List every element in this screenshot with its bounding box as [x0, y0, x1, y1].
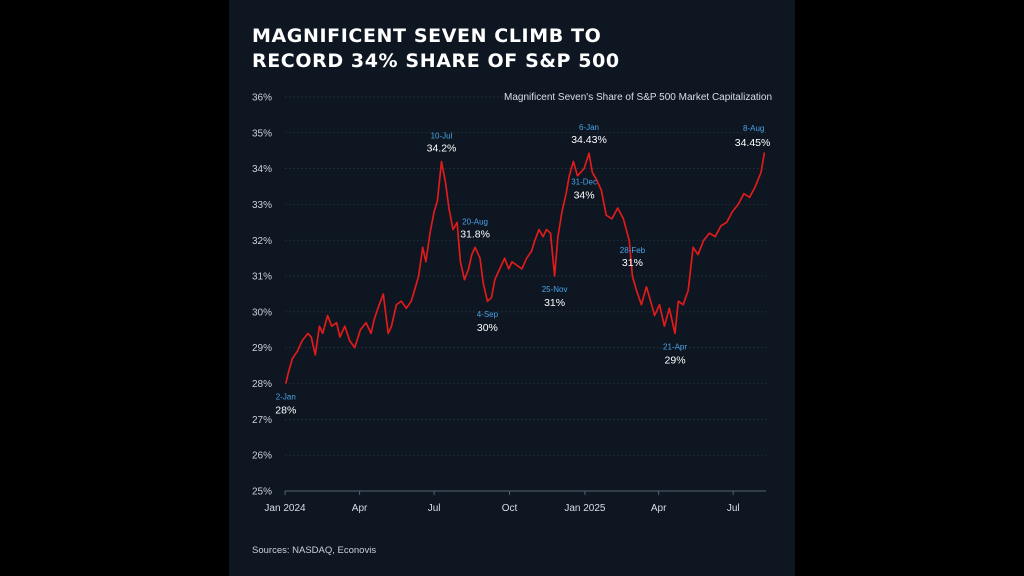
annotation-value: 34.43% — [571, 134, 607, 146]
annotation-date: 10-Jul — [431, 131, 453, 140]
annotation-value: 31% — [544, 297, 565, 309]
y-tick-label: 30% — [252, 307, 272, 318]
y-tick-label: 34% — [252, 164, 272, 175]
annotation-date: 31-Dec — [571, 178, 597, 187]
y-tick-label: 26% — [252, 451, 272, 462]
annotation-date: 25-Nov — [542, 285, 568, 294]
chart-card — [229, 0, 795, 576]
annotation-date: 28-Feb — [620, 246, 646, 255]
annotation-date: 2-Jan — [276, 393, 296, 402]
annotation-value: 34.2% — [427, 142, 457, 154]
annotation-date: 6-Jan — [579, 123, 599, 132]
x-tick-label: Jan 2024 — [264, 503, 306, 514]
annotation-value: 31.8% — [460, 228, 490, 240]
annotation-date: 8-Aug — [743, 124, 764, 133]
x-tick-label: Jul — [727, 503, 740, 514]
annotation-date: 4-Sep — [477, 310, 499, 319]
annotation-value: 34% — [574, 190, 595, 202]
x-tick-label: Apr — [651, 503, 667, 514]
annotation-value: 29% — [665, 354, 686, 366]
y-tick-label: 25% — [252, 487, 272, 498]
x-tick-label: Oct — [502, 503, 518, 514]
annotation-date: 20-Aug — [462, 217, 488, 226]
title-line-1: Magnificent Seven Climb to — [252, 25, 602, 47]
title-line-2: Record 34% Share of S&P 500 — [252, 50, 620, 72]
chart-legend: Magnificent Seven's Share of S&P 500 Mar… — [504, 92, 772, 103]
y-tick-label: 31% — [252, 272, 272, 283]
annotation-value: 31% — [622, 257, 643, 269]
x-tick-label: Jul — [428, 503, 441, 514]
annotation-date: 21-Apr — [663, 342, 687, 351]
series-line — [284, 152, 766, 384]
annotation-value: 34.45% — [735, 137, 771, 149]
chart-title: Magnificent Seven Climb to Record 34% Sh… — [252, 24, 672, 74]
y-tick-label: 32% — [252, 236, 272, 247]
annotation-value: 28% — [275, 405, 296, 417]
source-note: Sources: NASDAQ, Econovis — [252, 545, 377, 556]
x-tick-label: Apr — [352, 503, 368, 514]
y-tick-label: 33% — [252, 200, 272, 211]
annotation-value: 30% — [477, 322, 498, 334]
y-tick-label: 36% — [252, 93, 272, 104]
y-tick-label: 28% — [252, 379, 272, 390]
y-tick-label: 29% — [252, 343, 272, 354]
y-tick-label: 27% — [252, 415, 272, 426]
x-tick-label: Jan 2025 — [564, 503, 606, 514]
y-tick-label: 35% — [252, 128, 272, 139]
